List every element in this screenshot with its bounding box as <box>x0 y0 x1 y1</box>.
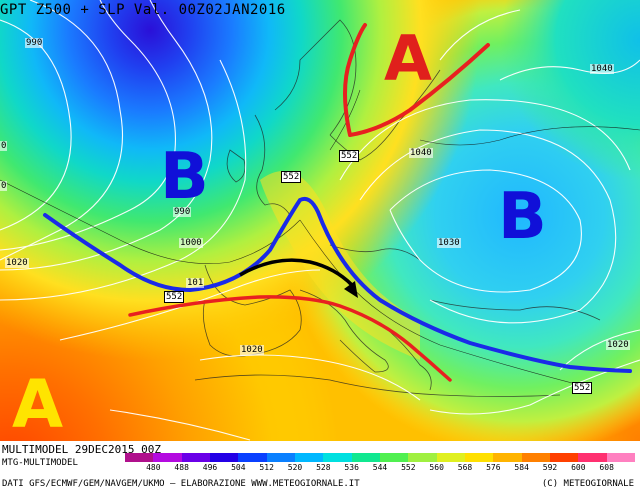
isobar-label: 990 <box>173 207 192 217</box>
legend-swatch <box>153 453 183 462</box>
legend-label: 520 <box>287 463 303 472</box>
geopotential-label: 552 <box>281 171 302 183</box>
color-legend: 480 488 496 504 512 520 528 536 544 552 560 568 576 5… <box>125 453 636 472</box>
isobars <box>0 0 640 441</box>
model-name: MTG-MULTIMODEL <box>2 458 78 468</box>
isobar-label: 1020 <box>240 345 264 355</box>
legend-swatch <box>521 453 551 462</box>
legend-label: 528 <box>316 463 331 472</box>
legend-swatch <box>238 453 268 462</box>
legend-label: 584 <box>514 463 529 472</box>
coastlines <box>194 19 601 397</box>
legend-label: 592 <box>542 463 558 472</box>
copyright: (C) METEOGIORNALE <box>541 479 634 489</box>
legend-swatch <box>210 453 239 462</box>
legend-swatch <box>436 453 466 462</box>
legend-label: 536 <box>344 463 359 472</box>
legend-swatch <box>550 453 579 462</box>
legend-label: 600 <box>571 463 586 472</box>
isobar-label: 0 <box>0 181 8 191</box>
legend-label: 552 <box>401 463 416 472</box>
isobar-label: 101 <box>186 278 205 288</box>
isobar-label: 1030 <box>437 238 461 248</box>
low-pressure-atlantic-label: B <box>160 140 209 214</box>
legend-label: 608 <box>599 463 614 472</box>
geopotential-label: 552 <box>572 382 593 394</box>
legend-swatch <box>578 453 608 462</box>
isobar-label: 1020 <box>5 258 29 268</box>
ridge-axis-south <box>128 295 452 382</box>
legend-label: 576 <box>486 463 501 472</box>
geopotential-label: 552 <box>339 150 360 162</box>
legend-label: 504 <box>231 463 246 472</box>
trough-axis-line <box>43 196 632 373</box>
legend-swatch <box>266 453 296 462</box>
geopotential-label: 552 <box>164 291 185 303</box>
legend-label: 568 <box>457 463 473 472</box>
map-title: GPT Z500 + SLP Val. 00Z02JAN2016 <box>0 2 286 18</box>
high-pressure-southwest-label: A <box>12 366 64 443</box>
isobar-label: 1040 <box>409 148 433 158</box>
legend-swatch <box>408 453 438 462</box>
run-date: MULTIMODEL 29DEC2015 00Z <box>2 443 161 456</box>
legend-swatch <box>181 453 211 462</box>
legend-label: 560 <box>429 463 444 472</box>
isobar-label: 1040 <box>590 64 614 74</box>
legend-swatch <box>295 453 324 462</box>
legend-swatch <box>493 453 523 462</box>
legend-swatch <box>606 453 636 462</box>
legend-label: 512 <box>259 463 274 472</box>
isobar-label: 1000 <box>179 238 203 248</box>
legend-swatch <box>465 453 494 462</box>
legend-swatch <box>125 453 154 462</box>
legend-swatch <box>323 453 353 462</box>
high-pressure-north-label: A <box>384 22 432 95</box>
isobar-label: 990 <box>25 38 44 48</box>
isobar-label: 0 <box>0 141 8 151</box>
flow-arrow <box>239 258 358 298</box>
legend-label: 488 <box>174 463 189 472</box>
legend-label: 480 <box>146 463 161 472</box>
legend-swatch <box>351 453 381 462</box>
low-pressure-russia-label: B <box>498 180 547 254</box>
legend-label: 544 <box>372 463 388 472</box>
ridge-axis-north <box>343 23 490 137</box>
footer <box>0 441 640 493</box>
legend-swatch <box>380 453 409 462</box>
data-credits: DATI GFS/ECMWF/GEM/NAVGEM/UKMO – ELABORA… <box>2 479 360 489</box>
isobar-label: 1020 <box>606 340 630 350</box>
legend-label: 496 <box>202 463 218 472</box>
